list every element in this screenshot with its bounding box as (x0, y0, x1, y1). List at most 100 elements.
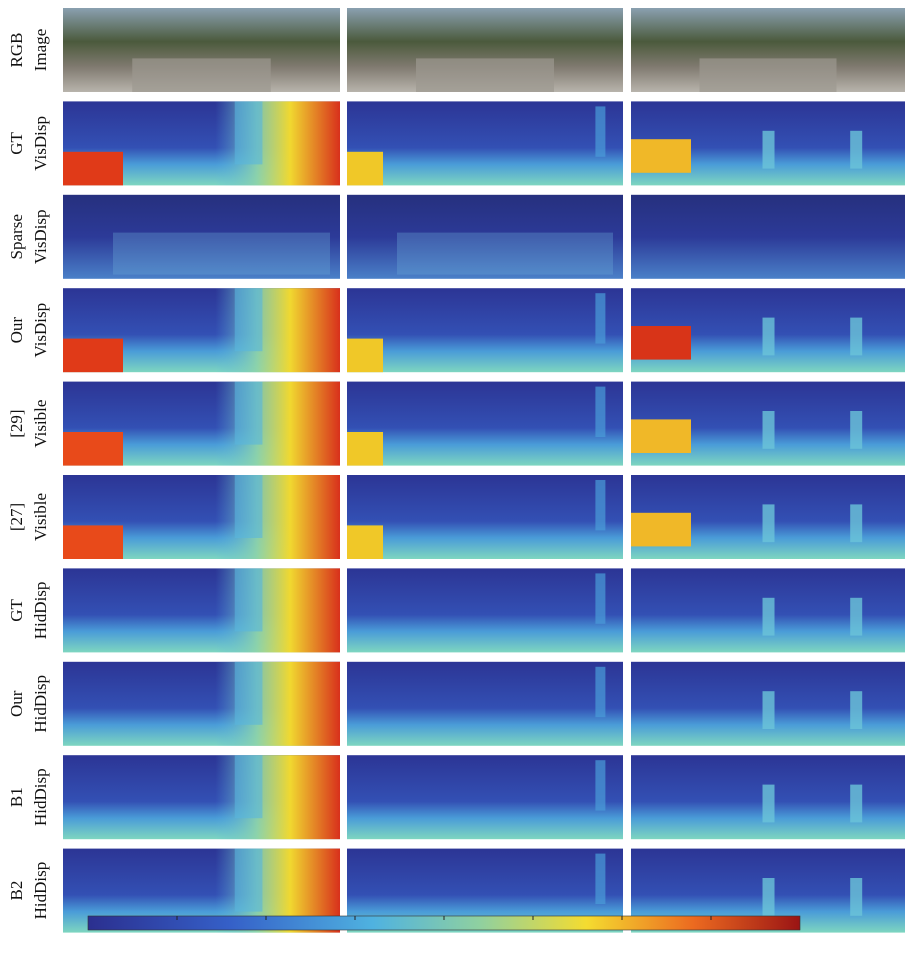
figure-row: GT HidDisp (7, 568, 905, 652)
car-region (347, 525, 383, 559)
pedestrian (763, 785, 775, 823)
wall-region (235, 288, 263, 351)
image-panel (347, 8, 623, 92)
image-panel (347, 568, 623, 652)
pole (595, 387, 605, 437)
car-region (63, 525, 123, 559)
image-panel (63, 568, 340, 652)
image-panel (631, 662, 905, 746)
pole (595, 106, 605, 156)
wall-region (235, 101, 263, 164)
pedestrian (850, 411, 862, 449)
pole (595, 760, 605, 810)
car-region (631, 326, 691, 360)
row-label: GT (7, 131, 26, 154)
car-region (631, 513, 691, 547)
image-panel (631, 288, 905, 372)
wall-region (235, 382, 263, 445)
disparity-map (347, 568, 623, 652)
row-label: [27] (7, 503, 26, 531)
pedestrian (850, 131, 862, 169)
pedestrian (850, 878, 862, 916)
car-region (347, 339, 383, 373)
pedestrian (763, 318, 775, 356)
image-panel (63, 475, 340, 559)
image-panel (347, 382, 623, 466)
row-label: Our (7, 690, 26, 717)
row-label: HidDisp (31, 582, 50, 640)
pole (595, 854, 605, 904)
image-panel (631, 195, 905, 279)
car-region (347, 152, 383, 186)
image-panel (63, 662, 340, 746)
row-label: VisDisp (31, 116, 50, 171)
image-panel (631, 568, 905, 652)
disparity-map (347, 382, 623, 466)
sparse-map (631, 195, 905, 279)
row-label: RGB (7, 33, 26, 68)
wall-region (235, 755, 263, 818)
row-label: GT (7, 598, 26, 621)
disparity-map (347, 288, 623, 372)
near-region (63, 568, 340, 652)
image-panel (63, 755, 340, 839)
figure-row: Our HidDisp (7, 662, 905, 746)
row-label: HidDisp (31, 768, 50, 826)
image-panel (631, 755, 905, 839)
road (132, 58, 271, 92)
image-panel (63, 8, 340, 92)
image-panel (631, 475, 905, 559)
pedestrian (763, 411, 775, 449)
near-region (63, 662, 340, 746)
row-label: Visible (31, 400, 50, 448)
pedestrian (850, 598, 862, 636)
near-region (63, 755, 340, 839)
image-panel (63, 195, 340, 279)
figure-row: RGB Image (7, 8, 905, 92)
pedestrian (850, 504, 862, 542)
row-label: HidDisp (31, 862, 50, 920)
row-label: Sparse (7, 214, 26, 259)
pedestrian (763, 504, 775, 542)
sparse-points (113, 233, 330, 275)
row-label: [29] (7, 409, 26, 437)
image-panel (63, 101, 340, 185)
pole (595, 573, 605, 623)
row-label: VisDisp (31, 209, 50, 264)
image-panel (347, 755, 623, 839)
image-panel (631, 101, 905, 185)
pedestrian (850, 691, 862, 729)
pedestrian (763, 598, 775, 636)
figure: RGBImageGTVisDispSparseVisDispOurVisDisp… (0, 0, 905, 957)
pedestrian (763, 131, 775, 169)
wall-region (235, 662, 263, 725)
figure-row: GT VisDisp (7, 101, 905, 185)
disparity-map (347, 662, 623, 746)
image-panel (347, 288, 623, 372)
car-region (347, 432, 383, 466)
row-label: HidDisp (31, 675, 50, 733)
row-label: VisDisp (31, 303, 50, 358)
disparity-map (347, 475, 623, 559)
colorbar (88, 916, 800, 930)
image-panel (347, 662, 623, 746)
road (416, 58, 554, 92)
figure-row: [27]Visible (7, 475, 905, 559)
disparity-map (347, 101, 623, 185)
image-panel (631, 382, 905, 466)
pedestrian (850, 785, 862, 823)
figure-row: Sparse VisDisp (7, 195, 905, 279)
pole (595, 293, 605, 343)
disparity-map (347, 755, 623, 839)
row-label: B2 (7, 881, 26, 901)
image-panel (347, 101, 623, 185)
car-region (631, 139, 691, 173)
image-panel (631, 8, 905, 92)
wall-region (235, 849, 263, 912)
row-label: Image (31, 29, 50, 71)
wall-region (235, 475, 263, 538)
image-panel (63, 288, 340, 372)
pole (595, 667, 605, 717)
